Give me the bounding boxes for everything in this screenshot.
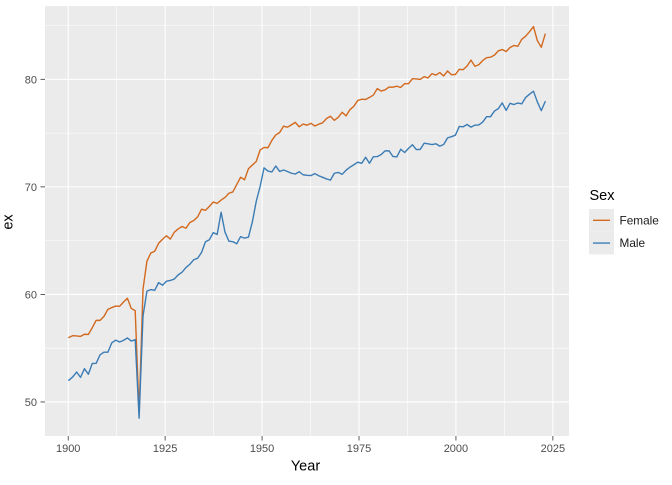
svg-text:Year: Year xyxy=(291,459,320,475)
svg-text:Sex: Sex xyxy=(590,188,616,204)
svg-text:2025: 2025 xyxy=(541,443,565,455)
svg-text:ex: ex xyxy=(1,214,17,230)
svg-text:2000: 2000 xyxy=(444,443,468,455)
svg-text:60: 60 xyxy=(25,289,37,301)
svg-text:1900: 1900 xyxy=(56,443,80,455)
svg-text:80: 80 xyxy=(25,74,37,86)
svg-text:1950: 1950 xyxy=(250,443,274,455)
svg-text:1925: 1925 xyxy=(153,443,177,455)
svg-text:Male: Male xyxy=(620,236,646,250)
svg-text:50: 50 xyxy=(25,397,37,409)
svg-text:1975: 1975 xyxy=(347,443,371,455)
svg-text:Female: Female xyxy=(620,213,660,227)
svg-text:70: 70 xyxy=(25,182,37,194)
